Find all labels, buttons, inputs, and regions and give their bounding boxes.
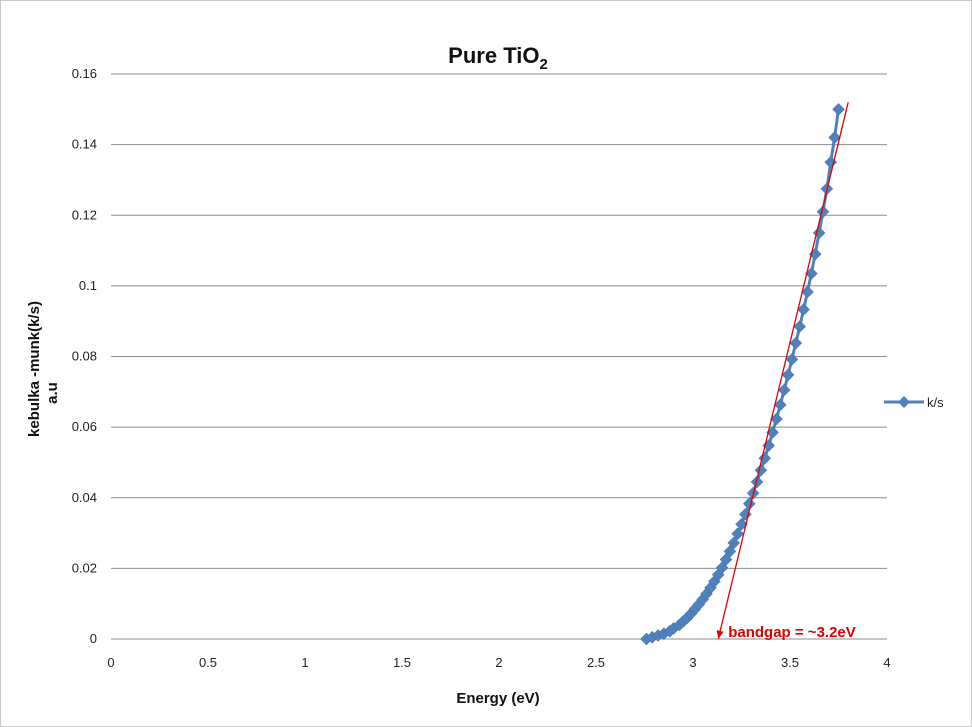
data-point	[754, 463, 768, 477]
x-tick-label: 2	[495, 655, 502, 670]
y-tick-label: 0.16	[72, 66, 97, 81]
legend-label: k/s	[927, 395, 944, 410]
data-point	[773, 398, 787, 412]
x-tick-label: 2.5	[587, 655, 605, 670]
chart-title-main: Pure TiO	[448, 43, 539, 68]
x-tick-label: 4	[883, 655, 890, 670]
data-point	[723, 545, 737, 558]
data-point	[789, 336, 803, 350]
data-point	[781, 368, 795, 382]
bandgap-tangent-line	[717, 102, 849, 640]
y-tick-label: 0.12	[72, 207, 97, 222]
data-point	[750, 475, 764, 489]
data-point	[742, 497, 756, 511]
x-axis-title: Energy (eV)	[456, 690, 539, 707]
y-tick-label: 0.14	[72, 137, 97, 152]
data-point	[801, 285, 814, 299]
y-tick-label: 0	[90, 631, 97, 646]
legend: k/s	[884, 395, 944, 410]
axis-layer: 0 0.02 0.04 0.06 0.08 0.1 0.12 0.14 0.16 0 0.5 1 1.5…	[72, 66, 891, 670]
y-tick-label: 0.08	[72, 349, 97, 364]
y-axis-title-line1: kebulka -munk(k/s)	[26, 301, 43, 437]
x-tick-label: 0	[107, 655, 114, 670]
data-point	[785, 352, 799, 366]
data-point	[777, 383, 791, 397]
series-layer	[640, 102, 845, 646]
data-point	[793, 320, 807, 333]
x-tick-label: 3.5	[781, 655, 799, 670]
x-tick-label: 1.5	[393, 655, 411, 670]
grid-layer	[111, 73, 887, 640]
x-tick-label: 1	[301, 655, 308, 670]
data-point	[832, 102, 845, 116]
chart-title-subscript: 2	[539, 56, 547, 73]
series-line	[645, 109, 840, 641]
y-tick-label: 0.04	[72, 490, 97, 505]
data-point	[828, 131, 841, 144]
legend-marker	[898, 396, 910, 408]
data-point	[735, 517, 748, 531]
annotation-layer: bandgap = ~3.2eV	[716, 102, 856, 641]
y-axis-title-line2: a.u	[44, 382, 61, 404]
x-tick-label: 3	[689, 655, 696, 670]
data-point	[797, 303, 810, 316]
data-point	[727, 536, 741, 550]
y-tick-label: 0.1	[79, 278, 97, 293]
y-tick-label: 0.02	[72, 560, 97, 575]
x-tick-label: 0.5	[199, 655, 217, 670]
y-tick-label: 0.06	[72, 419, 97, 434]
data-point	[816, 205, 830, 219]
chart-title: Pure TiO2	[448, 43, 548, 73]
bandgap-arrowhead	[716, 630, 724, 639]
data-point	[731, 527, 744, 541]
bandgap-annotation: bandgap = ~3.2eV	[728, 624, 856, 641]
